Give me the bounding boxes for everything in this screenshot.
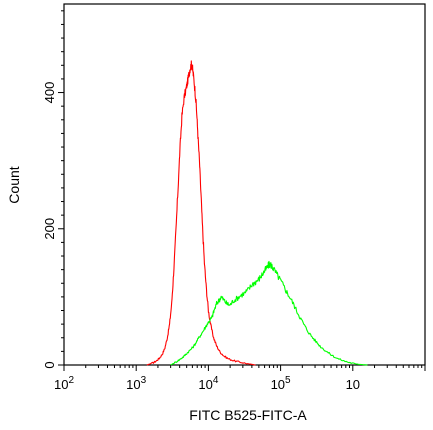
x-tick-base: 10	[346, 377, 360, 392]
y-tick-label: 200	[42, 218, 57, 240]
x-tick-label: 103	[126, 375, 146, 392]
y-tick-label: 400	[42, 82, 57, 104]
x-tick-exponent: 3	[141, 375, 147, 386]
y-axis-label: Count	[6, 166, 22, 203]
y-axis-ticks: 0 200 400	[42, 10, 64, 369]
x-tick-base: 10	[271, 377, 285, 392]
green-histogram-line	[170, 260, 368, 366]
x-tick-label: 102	[54, 375, 74, 392]
x-tick-base: 10	[198, 377, 212, 392]
x-tick-base: 10	[54, 377, 68, 392]
x-axis-label: FITC B525-FITC-A	[189, 407, 307, 423]
y-tick-label: 0	[42, 361, 57, 368]
series-layer	[146, 60, 368, 366]
x-tick-exponent: 2	[68, 375, 74, 386]
plot-frame	[63, 3, 426, 366]
x-tick-label: 10	[346, 377, 360, 392]
x-tick-label: 104	[198, 375, 218, 392]
x-tick-exponent: 4	[213, 375, 219, 386]
red-histogram-line	[146, 60, 256, 366]
x-tick-exponent: 5	[285, 375, 291, 386]
x-tick-base: 10	[126, 377, 140, 392]
x-axis-ticks: 102 103 104 105 10	[54, 365, 426, 392]
x-tick-label: 105	[271, 375, 291, 392]
